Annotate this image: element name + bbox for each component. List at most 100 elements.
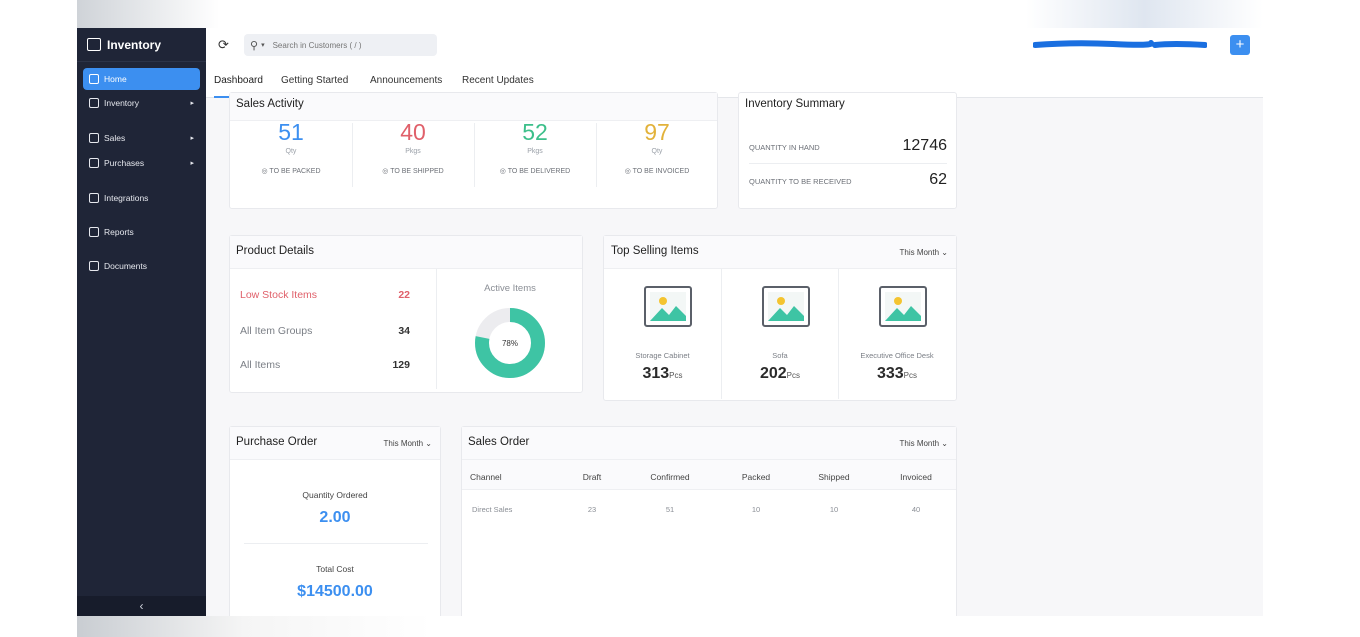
sidebar: Inventory Home Inventory ▸ Sales ▸ Purchases ▸…: [77, 28, 206, 616]
sales-stat-to-be-shipped[interactable]: 40 Pkgs ◎ TO BE SHIPPED: [352, 119, 474, 175]
tag-icon: [89, 98, 99, 108]
stat-label: TO BE INVOICED: [632, 168, 690, 175]
table-cell: 40: [911, 505, 921, 514]
stat-value: 51: [278, 119, 304, 145]
card-header: [230, 93, 717, 121]
divider: [596, 123, 597, 187]
column-header-confirmed[interactable]: Confirmed: [650, 472, 690, 482]
sidebar-item-inventory[interactable]: Inventory ▸: [83, 92, 200, 114]
tab-announcements[interactable]: Announcements: [370, 75, 443, 86]
top-selling-period-dropdown[interactable]: This Month ⌄: [899, 248, 948, 257]
stat-label-wrap: ◎ TO BE SHIPPED: [352, 167, 474, 175]
stat-label-wrap: ◎ TO BE PACKED: [230, 167, 352, 175]
purchase-order-period-dropdown[interactable]: This Month ⌄: [383, 439, 432, 448]
item-qty-wrap: 202Pcs: [722, 365, 838, 383]
tab-dashboard[interactable]: Dashboard: [214, 75, 263, 86]
image-placeholder-icon: [879, 286, 927, 327]
column-header-shipped[interactable]: Shipped: [818, 472, 850, 482]
sidebar-item-label: Reports: [104, 227, 134, 237]
search-input[interactable]: [272, 40, 423, 50]
chevron-down-icon: ⌄: [941, 248, 948, 257]
inventory-row-value: 62: [929, 171, 947, 188]
column-header-channel[interactable]: Channel: [470, 472, 502, 482]
stat-unit: Pkgs: [405, 148, 421, 155]
column-header-invoiced[interactable]: Invoiced: [900, 472, 932, 482]
period-label: This Month: [383, 439, 424, 448]
chevron-right-icon: ▸: [190, 100, 194, 107]
sidebar-item-sales[interactable]: Sales ▸: [83, 127, 200, 149]
check-circle-icon: ◎: [261, 168, 268, 175]
item-qty: 333: [876, 365, 904, 382]
sidebar-item-label: Sales: [104, 133, 126, 143]
tab-getting-started[interactable]: Getting Started: [281, 75, 349, 86]
inventory-row-in-hand[interactable]: QUANTITY IN HAND 12746: [749, 131, 947, 164]
refresh-icon[interactable]: ⟳: [218, 37, 229, 52]
sales-stat-to-be-packed[interactable]: 51 Qty ◎ TO BE PACKED: [230, 119, 352, 175]
sidebar-item-label: Inventory: [104, 98, 139, 108]
tab-recent-updates[interactable]: Recent Updates: [462, 75, 534, 86]
stat-unit: Qty: [651, 148, 663, 155]
bottom-edge: [77, 616, 1263, 637]
search-icon[interactable]: ⚲: [250, 39, 259, 52]
item-name: Executive Office Desk: [860, 351, 934, 360]
sidebar-item-purchases[interactable]: Purchases ▸: [83, 152, 200, 174]
inventory-logo-icon: [87, 38, 101, 51]
sales-stat-to-be-delivered[interactable]: 52 Pkgs ◎ TO BE DELIVERED: [474, 119, 596, 175]
brand[interactable]: Inventory: [77, 28, 206, 62]
sidebar-item-reports[interactable]: Reports: [83, 221, 200, 243]
all-items-row[interactable]: All Items 129: [240, 359, 410, 371]
column-header-packed[interactable]: Packed: [741, 472, 771, 482]
sidebar-item-integrations[interactable]: Integrations: [83, 187, 200, 209]
item-qty-wrap: 333Pcs: [839, 365, 955, 383]
check-circle-icon: ◎: [382, 168, 389, 175]
inventory-row-value: 12746: [902, 137, 948, 154]
table-cell: 10: [829, 505, 839, 514]
top-selling-item[interactable]: Executive Office Desk 333Pcs: [838, 269, 955, 399]
top-selling-card: Top Selling Items This Month ⌄ Storage C…: [603, 235, 957, 401]
active-items-label: Active Items: [484, 283, 536, 294]
card-header: [230, 236, 582, 269]
card-header: [462, 427, 956, 460]
sales-order-period-dropdown[interactable]: This Month ⌄: [899, 439, 948, 448]
table-row[interactable]: Direct Sales 23 51 10 10 40: [462, 505, 956, 523]
top-selling-item[interactable]: Storage Cabinet 313Pcs: [604, 269, 721, 399]
inventory-summary-title: Inventory Summary: [745, 98, 845, 110]
sales-activity-card: Sales Activity 51 Qty ◎ TO BE PACKED 40 Pkgs…: [229, 92, 718, 209]
all-items-value: 129: [392, 359, 410, 371]
app-frame: Inventory Home Inventory ▸ Sales ▸ Purchases ▸…: [77, 0, 1263, 637]
low-stock-label: Low Stock Items: [240, 289, 318, 301]
stat-label: TO BE SHIPPED: [390, 168, 444, 175]
purchase-order-title: Purchase Order: [236, 436, 318, 448]
chevron-down-icon[interactable]: ▾: [261, 42, 265, 49]
brand-name: Inventory: [107, 37, 162, 52]
inventory-row-to-receive[interactable]: QUANTITY TO BE RECEIVED 62: [749, 165, 947, 198]
stat-unit: Pkgs: [527, 148, 543, 155]
quick-create-button[interactable]: +: [1230, 35, 1250, 55]
stat-label: TO BE DELIVERED: [507, 168, 571, 175]
search-bar: ⚲ ▾: [244, 34, 437, 56]
stat-unit: Qty: [285, 148, 297, 155]
column-header-draft[interactable]: Draft: [582, 472, 602, 482]
stat-label-wrap: ◎ TO BE INVOICED: [596, 167, 718, 175]
sidebar-item-documents[interactable]: Documents: [83, 255, 200, 277]
image-placeholder-icon: [762, 286, 810, 327]
inventory-row-label: QUANTITY TO BE RECEIVED: [749, 177, 852, 186]
donut-hole: [492, 325, 528, 361]
sidebar-item-home[interactable]: Home: [83, 68, 200, 90]
stat-label: TO BE PACKED: [269, 168, 321, 175]
folder-icon: [89, 261, 99, 271]
top-selling-item[interactable]: Sofa 202Pcs: [721, 269, 838, 399]
low-stock-row[interactable]: Low Stock Items 22: [240, 289, 410, 301]
item-groups-row[interactable]: All Item Groups 34: [240, 325, 410, 337]
landscape-icon: [650, 292, 686, 321]
period-label: This Month: [899, 439, 940, 448]
cart-icon: [89, 133, 99, 143]
redacted-username: [1033, 40, 1207, 48]
active-items-donut: 78%: [475, 308, 545, 378]
item-name: Storage Cabinet: [635, 351, 690, 360]
sidebar-collapse-button[interactable]: ‹: [77, 596, 206, 616]
sales-stat-to-be-invoiced[interactable]: 97 Qty ◎ TO BE INVOICED: [596, 119, 718, 175]
check-circle-icon: ◎: [499, 168, 506, 175]
bar-chart-icon: [89, 227, 99, 237]
stat-value: 52: [522, 119, 548, 145]
